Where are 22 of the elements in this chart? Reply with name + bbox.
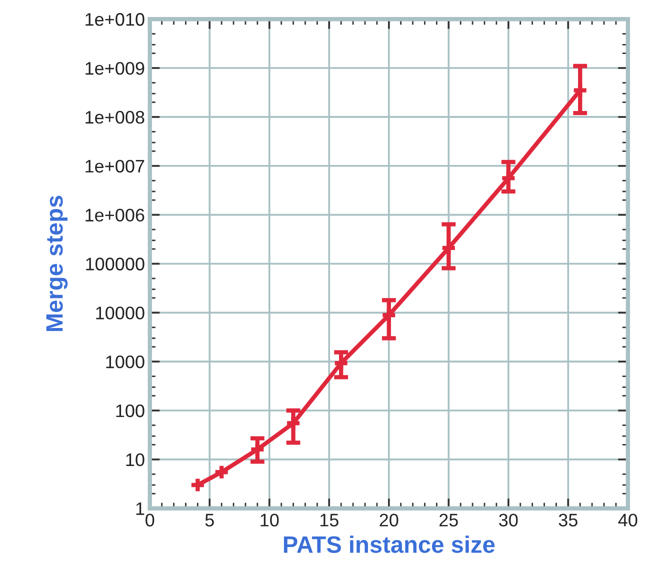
x-tick-label: 35 [558,514,578,526]
x-tick-label: 30 [499,514,518,526]
y-tick-label: 100000 [86,258,144,270]
y-tick-label: 1000 [106,356,144,368]
y-tick-label: 1 [136,502,144,515]
y-tick-label: 10000 [96,306,144,320]
text: 1e+006 [86,208,144,222]
x-tick-label: 10 [260,514,279,526]
text: 1e+008 [86,110,144,124]
x-tick-label: 15 [320,514,338,526]
text: 1e+007 [86,160,144,173]
x-tick-label: 25 [440,514,458,526]
y-tick-label: 100 [116,404,144,418]
text: 1e+010 [86,13,144,26]
y-tick-label: 10 [126,453,144,466]
x-axis-title: PATS instance size [284,536,495,553]
x-tick-label: 40 [618,514,638,526]
text: 1e+009 [86,62,144,75]
x-tick-label: 5 [205,514,214,526]
x-tick-label: 0 [146,514,154,526]
y-axis-title: Merge steps [46,196,68,332]
x-tick-label: 20 [380,514,398,526]
